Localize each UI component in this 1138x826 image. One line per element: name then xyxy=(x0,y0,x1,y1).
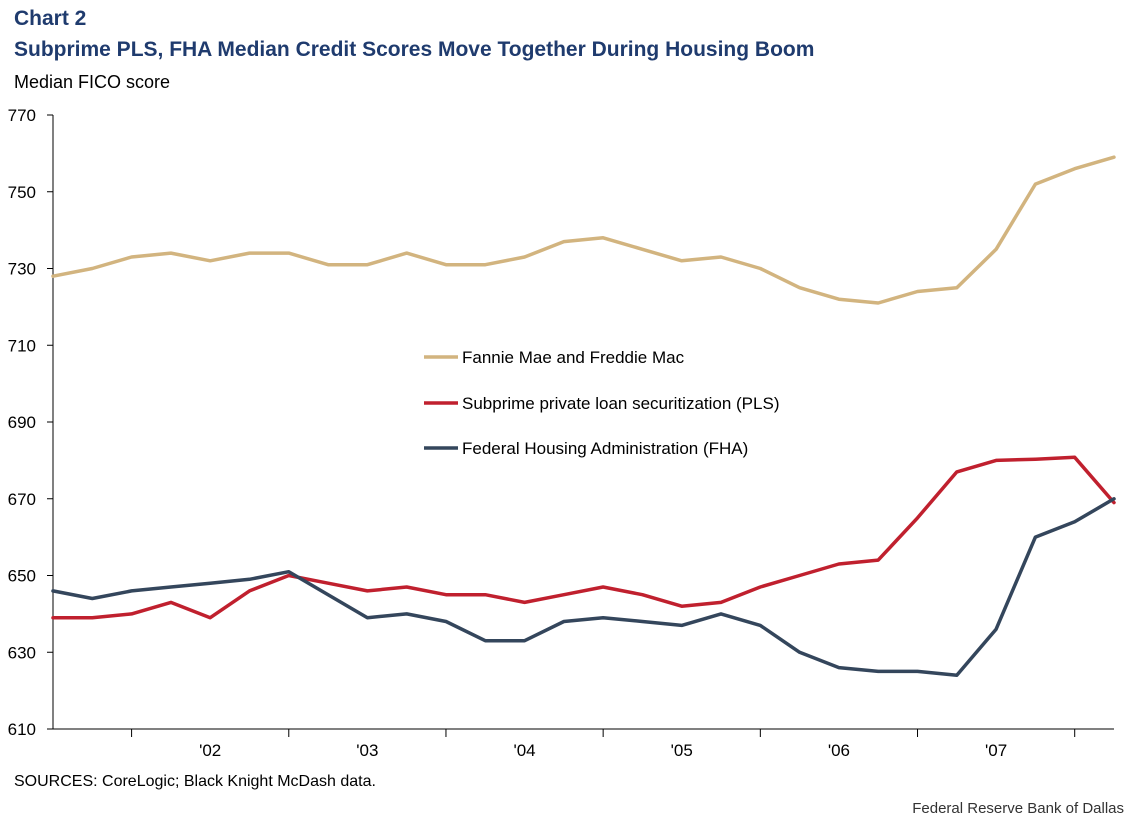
credit: Federal Reserve Bank of Dallas xyxy=(912,800,1124,817)
series-line-3 xyxy=(51,497,1116,678)
legend-label: Federal Housing Administration (FHA) xyxy=(462,439,748,458)
chart-number: Chart 2 xyxy=(14,7,87,30)
x-tick-label: '03 xyxy=(356,741,378,760)
legend-label: Fannie Mae and Freddie Mac xyxy=(462,348,685,367)
y-tick-label: 610 xyxy=(8,720,36,739)
chart-title: Subprime PLS, FHA Median Credit Scores M… xyxy=(14,38,815,61)
y-tick-label: 730 xyxy=(8,260,36,279)
y-tick-label: 670 xyxy=(8,490,36,509)
y-axis-label: Median FICO score xyxy=(14,72,171,92)
source-note: SOURCES: CoreLogic; Black Knight McDash … xyxy=(14,773,376,790)
series-line-2 xyxy=(51,455,1116,620)
axes: 610 630 650 670 690 710 730 750 770 '02 '03 '04 '05 '… xyxy=(8,106,1114,760)
y-tick-label: 770 xyxy=(8,106,36,125)
x-tick-label: '02 xyxy=(199,741,221,760)
x-tick-label: '05 xyxy=(671,741,693,760)
x-tick-label: '04 xyxy=(513,741,535,760)
legend: Fannie Mae and Freddie Mac Subprime priva… xyxy=(424,348,779,458)
y-tick-label: 690 xyxy=(8,413,36,432)
x-tick-label: '07 xyxy=(985,741,1007,760)
y-tick-label: 650 xyxy=(8,567,36,586)
legend-label: Subprime private loan securitization (PL… xyxy=(462,394,779,413)
y-tick-label: 750 xyxy=(8,183,36,202)
x-tick-label: '06 xyxy=(828,741,850,760)
series-line-1 xyxy=(51,155,1116,305)
y-tick-label: 630 xyxy=(8,643,36,662)
y-tick-label: 710 xyxy=(8,336,36,355)
series-lines xyxy=(51,155,1116,678)
